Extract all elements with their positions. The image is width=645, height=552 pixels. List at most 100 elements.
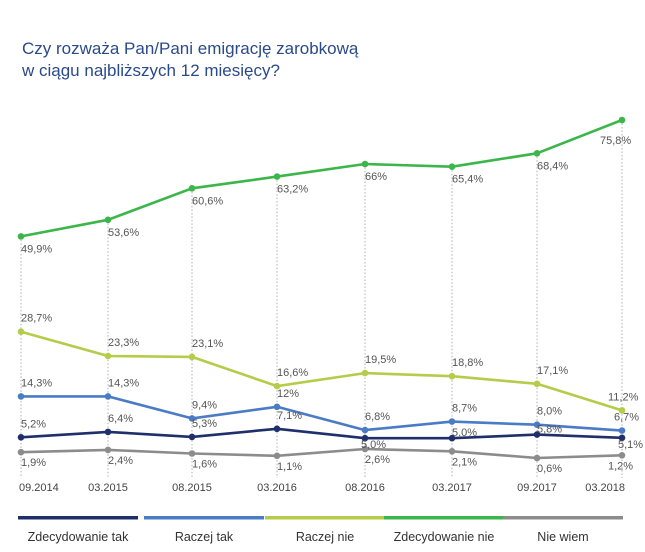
data-label: 9,4% — [192, 399, 217, 411]
legend-swatch — [503, 516, 623, 520]
data-label: 2,1% — [452, 456, 477, 468]
data-point — [17, 233, 25, 240]
data-point — [188, 415, 196, 422]
data-label: 2,6% — [365, 454, 390, 466]
x-tick-label: 03.2018 — [585, 482, 625, 494]
data-label: 1,2% — [608, 460, 633, 472]
data-label: 5,8% — [537, 424, 562, 436]
data-label: 14,3% — [21, 377, 52, 389]
data-label: 7,1% — [277, 410, 302, 422]
data-label: 5,3% — [192, 418, 217, 430]
data-point — [104, 446, 112, 454]
legend-swatch — [265, 516, 385, 520]
legend-label: Zdecydowanie tak — [28, 530, 130, 544]
x-tick-label: 03.2016 — [257, 482, 297, 494]
data-point — [188, 353, 196, 361]
chart-title-line-1: Czy rozważa Pan/Pani emigrację zarobkową — [22, 39, 359, 58]
data-point — [17, 434, 25, 441]
legend-label: Nie wiem — [537, 530, 588, 544]
data-point — [448, 418, 456, 425]
data-label: 6,7% — [614, 412, 639, 424]
data-point — [533, 380, 541, 388]
data-point — [618, 116, 626, 124]
data-label: 23,3% — [108, 337, 139, 349]
series-line-0 — [20, 427, 623, 440]
x-tick-label: 09.2017 — [517, 482, 557, 494]
data-point — [533, 431, 541, 438]
data-label: 12% — [277, 388, 299, 400]
data-label: 14,3% — [108, 377, 139, 389]
data-label: 23,1% — [192, 338, 223, 350]
data-label: 11,2% — [608, 391, 639, 403]
data-point — [188, 450, 196, 457]
data-point — [533, 421, 541, 429]
data-point — [618, 452, 626, 459]
data-label: 8,7% — [452, 403, 477, 415]
data-point — [361, 445, 369, 453]
data-point — [104, 216, 112, 224]
data-point — [273, 173, 281, 180]
data-label: 1,1% — [277, 461, 302, 473]
legend-swatch — [144, 516, 264, 520]
data-point — [273, 452, 281, 460]
data-point — [533, 454, 541, 462]
data-label: 5,0% — [452, 427, 477, 439]
data-label: 8,0% — [537, 406, 562, 418]
x-tick-label: 08.2015 — [172, 482, 212, 494]
data-label: 63,2% — [277, 184, 308, 196]
data-point — [448, 163, 456, 170]
legend-label: Raczej tak — [175, 530, 234, 544]
data-label: 6,8% — [365, 411, 390, 423]
data-point — [533, 150, 541, 157]
x-tick-label: 08.2016 — [345, 482, 385, 494]
legend-swatch — [18, 516, 138, 520]
data-label: 65,4% — [452, 174, 483, 186]
data-point — [361, 426, 369, 434]
data-label: 5,0% — [361, 439, 386, 451]
data-point — [17, 328, 25, 336]
legend-swatch — [384, 516, 504, 520]
data-label: 5,2% — [21, 418, 46, 430]
data-point — [448, 448, 456, 455]
data-label: 49,9% — [21, 243, 52, 255]
data-label: 28,7% — [21, 313, 52, 325]
data-point — [618, 427, 626, 434]
data-label: 0,6% — [537, 463, 562, 475]
data-label: 2,4% — [108, 455, 133, 467]
legend-label: Raczej nie — [296, 530, 354, 544]
data-point — [104, 393, 112, 400]
data-point — [361, 434, 369, 442]
chart-title: Czy rozważa Pan/Pani emigrację zarobkową… — [22, 38, 622, 82]
data-label: 66% — [365, 171, 387, 183]
data-point — [17, 448, 25, 456]
data-label: 68,4% — [537, 160, 568, 172]
data-label: 19,5% — [365, 354, 396, 366]
series-line-4 — [20, 447, 623, 460]
data-label: 60,6% — [192, 195, 223, 207]
data-point — [104, 352, 112, 360]
data-point — [273, 403, 281, 411]
data-point — [618, 434, 626, 442]
data-point — [188, 433, 196, 441]
series-line-3 — [20, 118, 623, 238]
data-point — [448, 434, 456, 442]
data-label: 18,8% — [452, 357, 483, 369]
x-tick-label: 03.2015 — [88, 482, 128, 494]
data-label: 5,1% — [618, 439, 643, 451]
data-label: 1,9% — [21, 457, 46, 469]
data-label: 1,6% — [192, 459, 217, 471]
data-label: 16,6% — [277, 367, 308, 379]
series-line-2 — [20, 330, 623, 412]
data-label: 17,1% — [537, 365, 568, 377]
data-point — [361, 369, 369, 377]
data-point — [273, 382, 281, 390]
x-tick-label: 03.2017 — [432, 482, 472, 494]
data-point — [273, 425, 281, 433]
legend-label: Zdecydowanie nie — [394, 530, 495, 544]
data-point — [188, 185, 196, 192]
data-point — [17, 393, 25, 400]
data-label: 6,4% — [108, 413, 133, 425]
data-label: 75,8% — [600, 135, 631, 147]
data-point — [448, 372, 456, 380]
